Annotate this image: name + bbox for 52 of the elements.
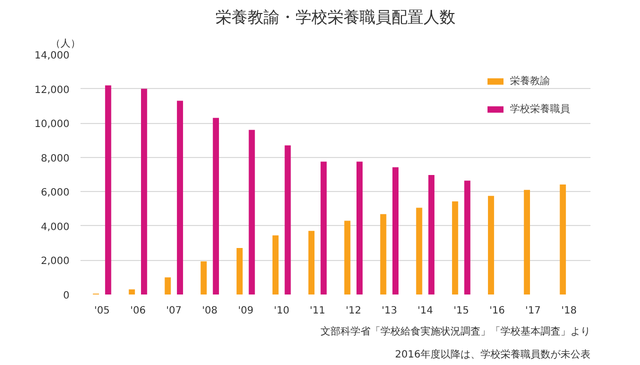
x-tick-label: '05 [94, 306, 110, 316]
y-tick-label: 2,000 [40, 256, 70, 268]
x-tick-label: '18 [561, 306, 577, 316]
bar [128, 289, 135, 294]
y-axis-title: （人） [50, 38, 80, 50]
bar [416, 208, 422, 294]
bar [212, 118, 219, 294]
bar [141, 88, 148, 294]
x-tick-label: '07 [166, 306, 182, 316]
bar [176, 100, 184, 294]
bar [488, 196, 494, 294]
bar [524, 190, 530, 294]
x-tick-label: '06 [130, 306, 146, 316]
x-tick-label: '14 [418, 306, 434, 316]
bar [164, 277, 171, 294]
bar [380, 214, 386, 294]
y-tick-label: 6,000 [40, 188, 70, 199]
bar [320, 162, 327, 294]
legend-label: 栄養教諭 [510, 74, 550, 88]
x-tick-label: '12 [346, 306, 362, 316]
bar [200, 261, 207, 294]
bar [272, 235, 279, 294]
x-tick-label: '17 [525, 306, 541, 316]
bar [248, 130, 255, 294]
chart-title: 栄養教諭・学校栄養職員配置人数 [216, 8, 456, 26]
y-tick-label: 12,000 [34, 84, 70, 96]
x-tick-label: '08 [202, 306, 218, 316]
bar [560, 184, 566, 294]
y-tick-label: 8,000 [40, 153, 70, 164]
bar [452, 201, 458, 294]
legend-label: 学校栄養職員 [510, 102, 570, 116]
x-tick-label: '10 [274, 306, 290, 316]
text: 2016年度以降は、学校栄養職員数が未公表 [395, 348, 591, 360]
bar [356, 162, 363, 294]
bar [284, 145, 291, 294]
text: 文部科学省「学校給食実施状況調査」「学校基本調査」より [320, 326, 590, 338]
y-tick-label: 4,000 [40, 222, 70, 233]
x-tick-label: '13 [382, 306, 398, 316]
x-tick-label: '16 [489, 306, 505, 316]
x-tick-label: '11 [310, 306, 326, 316]
bar [236, 248, 243, 294]
y-tick-label: 0 [63, 290, 70, 302]
y-tick-label: 10,000 [34, 119, 70, 130]
x-tick-label: '09 [238, 306, 254, 316]
x-tick-label: '15 [453, 306, 469, 316]
bar [105, 85, 112, 294]
bar [392, 167, 399, 294]
bar [428, 175, 434, 294]
bar [464, 180, 470, 294]
bar [344, 220, 350, 294]
bar [308, 230, 314, 294]
y-tick-label: 14,000 [34, 50, 70, 62]
